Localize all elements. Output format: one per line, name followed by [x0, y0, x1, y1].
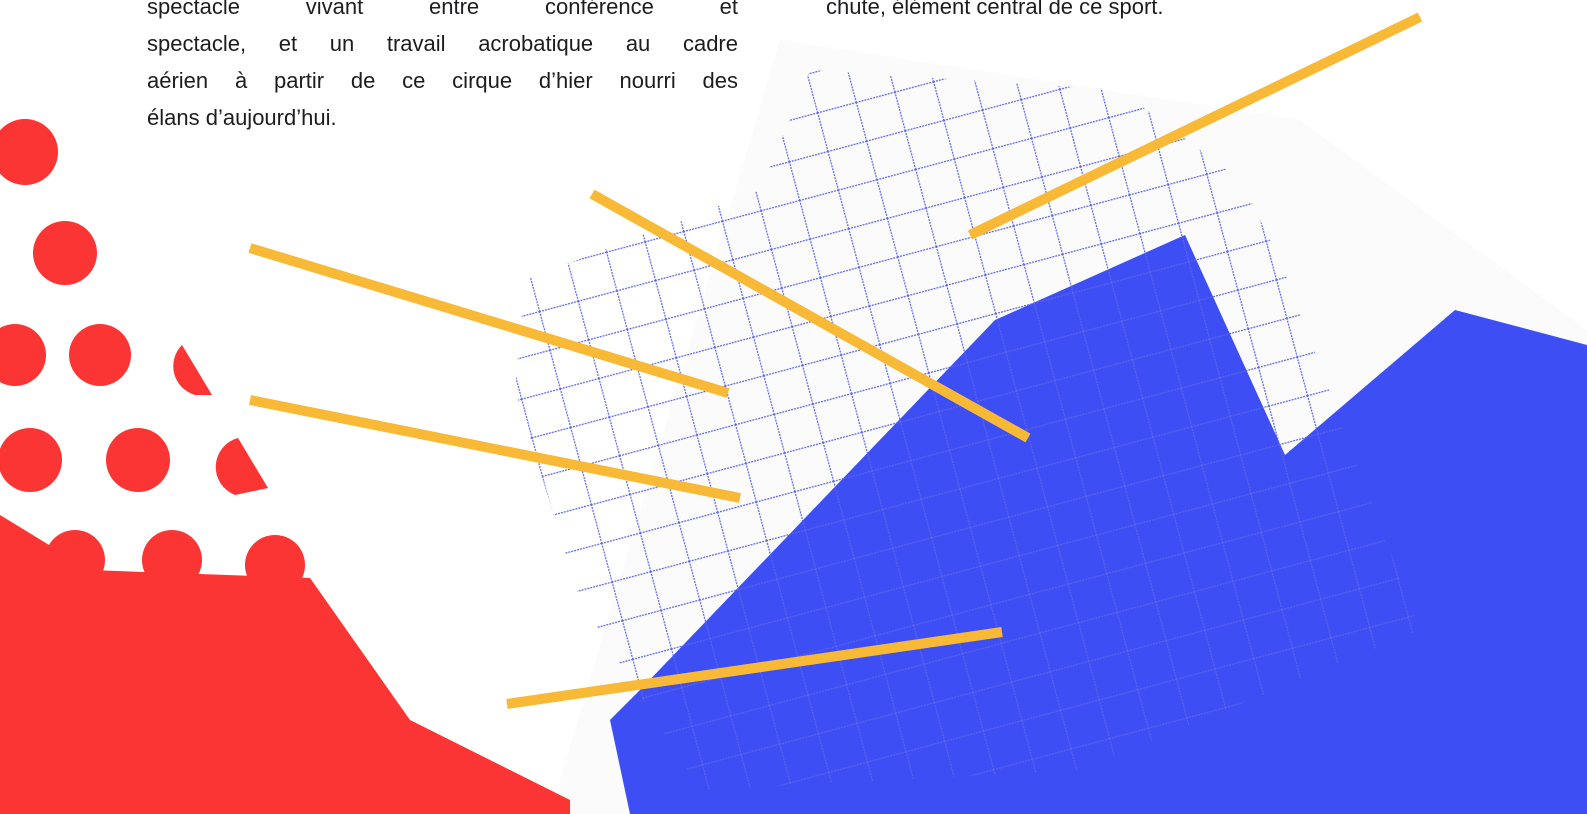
- red-dots: [0, 119, 305, 595]
- text-line: aérien à partir de ce cirque d’hier nour…: [147, 68, 738, 93]
- right-paragraph: chute, élément central de ce sport.: [826, 0, 1386, 25]
- red-shape: [0, 515, 570, 814]
- text-line: spectacle vivant entre conférence et: [147, 0, 738, 19]
- yellow-lines: [248, 12, 1423, 709]
- text-line: élans d’aujourd’hui.: [147, 105, 337, 130]
- text-line: spectacle, et un travail acrobatique au …: [147, 31, 738, 56]
- left-paragraph: spectacle vivant entre conférence et spe…: [147, 0, 738, 136]
- text-line: chute, élément central de ce sport.: [826, 0, 1164, 19]
